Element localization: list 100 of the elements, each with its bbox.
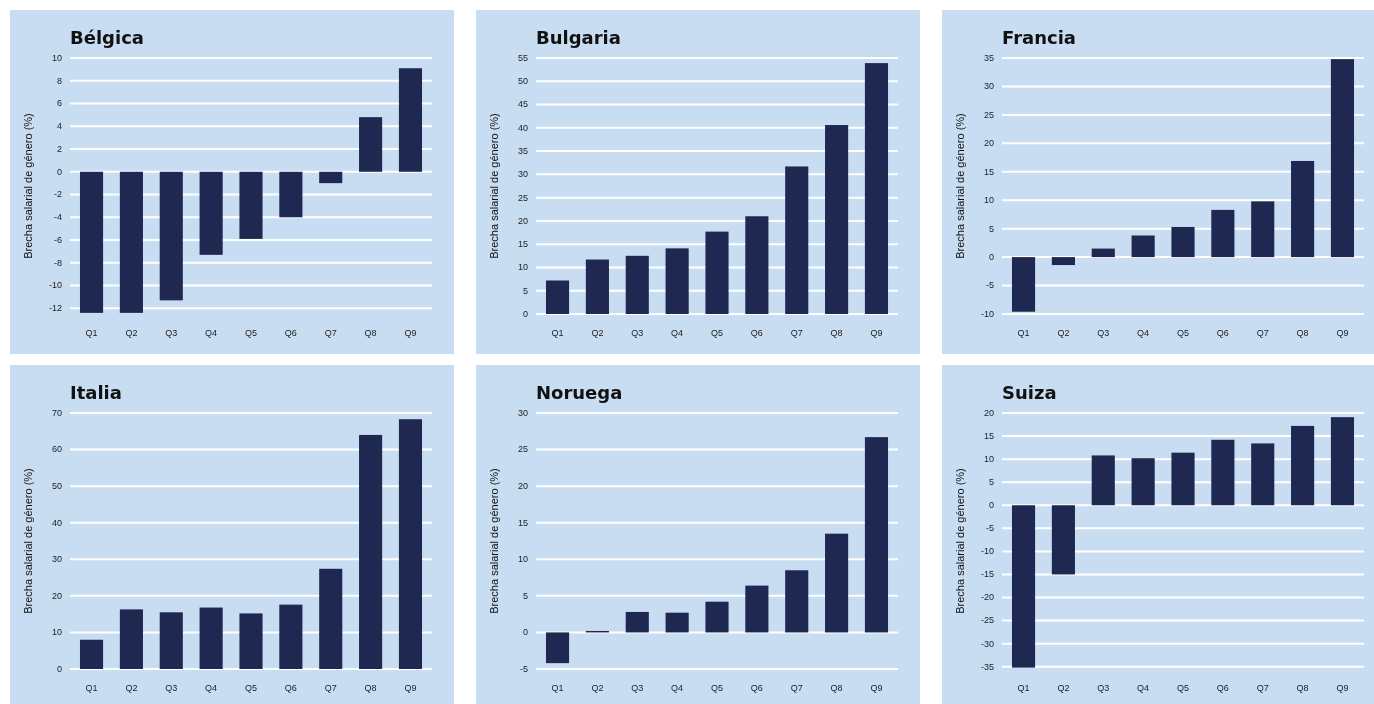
x-tick-label: Q6 (284, 683, 297, 693)
chart-title: Bélgica (70, 27, 144, 48)
bar (1091, 248, 1115, 258)
bar (1051, 257, 1075, 266)
x-tick-label: Q2 (125, 683, 138, 693)
y-axis-title: Brecha salarial de género (%) (22, 113, 34, 259)
chart-title: Bulgaria (536, 27, 621, 48)
bar (1291, 425, 1315, 506)
y-tick-label: 8 (56, 75, 62, 86)
chart-title: Italia (70, 382, 122, 403)
y-tick-label: 40 (517, 122, 528, 133)
bar (279, 604, 303, 669)
y-tick-label: -4 (53, 212, 62, 223)
x-tick-label: Q1 (1017, 683, 1030, 693)
x-tick-label: Q8 (1296, 328, 1309, 338)
y-axis-title: Brecha salarial de género (%) (488, 468, 500, 614)
x-tick-label: Q6 (284, 328, 297, 338)
bar (159, 612, 183, 669)
x-tick-label: Q7 (324, 328, 337, 338)
y-tick-label: 10 (51, 52, 62, 63)
bar (1011, 257, 1036, 312)
bar (239, 171, 263, 239)
x-tick-label: Q5 (1176, 328, 1190, 338)
x-tick-label: Q1 (85, 328, 98, 338)
x-tick-label: Q9 (1336, 328, 1349, 338)
y-tick-label: 6 (56, 98, 62, 109)
y-tick-label: 10 (983, 454, 994, 465)
y-tick-label: 25 (983, 109, 994, 120)
x-tick-label: Q6 (750, 328, 763, 338)
y-tick-label: 15 (517, 517, 528, 528)
y-tick-label: 50 (51, 481, 62, 492)
y-tick-label: 2 (56, 143, 62, 154)
bar (398, 68, 423, 172)
x-tick-label: Q1 (551, 328, 564, 338)
y-tick-label: -20 (980, 592, 994, 603)
x-tick-label: Q7 (1256, 683, 1269, 693)
x-tick-label: Q8 (830, 683, 843, 693)
y-tick-label: 10 (517, 554, 528, 565)
y-tick-label: 5 (988, 223, 994, 234)
bar (159, 171, 183, 301)
y-tick-label: 40 (51, 517, 62, 528)
y-tick-label: -6 (53, 234, 62, 245)
bar (1011, 505, 1036, 668)
y-tick-label: -12 (48, 303, 62, 314)
x-tick-label: Q3 (1097, 328, 1110, 338)
bar (665, 248, 689, 314)
chart-title: Francia (1002, 27, 1076, 48)
bar (1211, 439, 1235, 506)
bar (1251, 443, 1275, 506)
bar (239, 613, 263, 669)
x-tick-label: Q3 (631, 328, 644, 338)
y-tick-label: -5 (985, 523, 994, 534)
y-tick-label: -15 (980, 569, 994, 580)
x-tick-label: Q1 (1017, 328, 1030, 338)
y-tick-label: 10 (51, 627, 62, 638)
y-tick-label: 5 (522, 590, 528, 601)
x-tick-label: Q4 (1137, 328, 1150, 338)
bar (79, 171, 104, 313)
x-tick-label: Q1 (85, 683, 98, 693)
bar (585, 259, 609, 314)
x-tick-label: Q4 (1137, 683, 1150, 693)
y-tick-label: 35 (983, 52, 994, 63)
bar (319, 568, 343, 669)
x-tick-label: Q4 (205, 683, 218, 693)
bar (665, 612, 689, 633)
bar (119, 609, 143, 669)
bar (359, 434, 383, 669)
y-tick-label: 15 (517, 239, 528, 250)
bar (625, 611, 649, 633)
x-tick-label: Q2 (1057, 328, 1070, 338)
y-tick-label: -10 (980, 546, 994, 557)
y-tick-label: -2 (53, 189, 62, 200)
x-tick-label: Q1 (551, 683, 564, 693)
bar (1131, 458, 1155, 506)
y-tick-label: 20 (983, 138, 994, 149)
x-tick-label: Q2 (591, 328, 604, 338)
y-tick-label: 20 (51, 590, 62, 601)
y-tick-label: -10 (48, 280, 62, 291)
y-tick-label: 35 (517, 145, 528, 156)
bar (1171, 226, 1195, 258)
bar (705, 231, 729, 314)
y-tick-label: 30 (517, 407, 528, 418)
bar (1330, 59, 1355, 258)
x-tick-label: Q2 (591, 683, 604, 693)
x-tick-label: Q7 (324, 683, 337, 693)
y-tick-label: 55 (517, 52, 528, 63)
bar (1171, 452, 1195, 506)
y-tick-label: -5 (985, 280, 994, 291)
y-axis-title: Brecha salarial de género (%) (954, 113, 966, 259)
y-tick-label: 0 (522, 627, 528, 638)
x-tick-label: Q7 (790, 328, 803, 338)
x-tick-label: Q9 (404, 328, 417, 338)
y-axis-title: Brecha salarial de género (%) (954, 468, 966, 614)
y-tick-label: 15 (983, 166, 994, 177)
y-tick-label: 30 (983, 81, 994, 92)
y-tick-label: -30 (980, 638, 994, 649)
x-tick-label: Q7 (1256, 328, 1269, 338)
y-tick-label: 70 (51, 407, 62, 418)
y-tick-label: 20 (983, 407, 994, 418)
x-tick-label: Q5 (244, 683, 258, 693)
